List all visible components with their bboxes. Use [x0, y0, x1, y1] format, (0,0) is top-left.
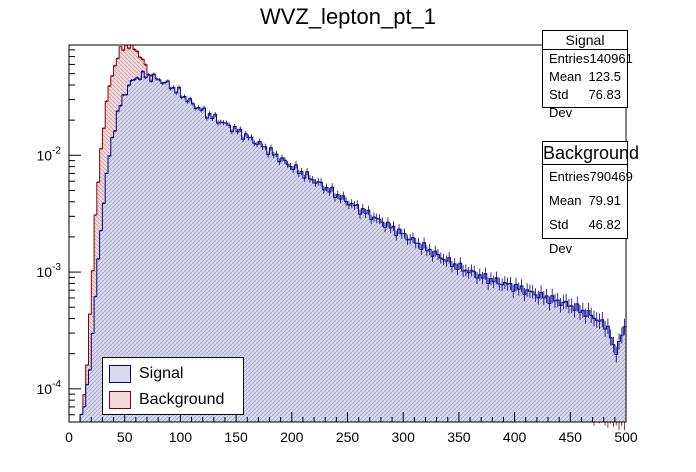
stats-value: 790469	[589, 169, 633, 184]
background-stats-box: Background Entries 790469 Mean 79.91 Std…	[542, 141, 640, 256]
stats-value: 123.5	[588, 69, 621, 84]
stats-label: Entries	[549, 169, 590, 184]
x-tick-label: 150	[224, 429, 248, 445]
stats-label: Mean	[549, 193, 582, 208]
x-tick-label: 50	[117, 429, 133, 445]
stats-label: Std Dev	[549, 217, 573, 256]
series-signal-errorbars	[81, 69, 626, 416]
stats-row-stddev: Std Dev 46.82	[543, 213, 627, 261]
legend-entry-signal: Signal	[109, 363, 183, 385]
legend-label: Signal	[139, 365, 184, 382]
legend-entry-background: Background	[109, 389, 224, 411]
x-tick-label: 300	[392, 429, 416, 445]
x-tick-label: 200	[280, 429, 304, 445]
x-tick-label: 0	[65, 429, 73, 445]
stats-row-entries: Entries 790469	[543, 165, 633, 189]
stats-label: Std Dev	[549, 87, 573, 120]
x-tick-label: 500	[614, 429, 638, 445]
stats-label: Entries	[549, 51, 590, 66]
signal-stats-box: Signal Entries 140961 Mean 123.5 Std Dev…	[542, 30, 633, 120]
legend-label: Background	[139, 391, 225, 408]
x-tick-label: 450	[559, 429, 583, 445]
signal-stats-title: Signal	[543, 31, 627, 50]
stats-label: Mean	[549, 69, 582, 84]
stats-row-mean: Mean 123.5	[543, 68, 627, 86]
x-tick-label: 350	[447, 429, 471, 445]
y-tick-label: 10-4	[37, 379, 62, 397]
stats-value: 79.91	[588, 193, 621, 208]
background-stats-title: Background	[543, 143, 640, 165]
stats-row-entries: Entries 140961	[543, 50, 633, 68]
stats-row-stddev: Std Dev 76.83	[543, 86, 627, 122]
x-tick-label: 250	[336, 429, 360, 445]
x-tick-label: 400	[503, 429, 527, 445]
stats-row-mean: Mean 79.91	[543, 189, 627, 213]
x-tick-label: 100	[169, 429, 193, 445]
chart-title: WVZ_lepton_pt_1	[259, 4, 437, 29]
legend: Signal Background	[102, 357, 244, 415]
legend-swatch-background	[109, 391, 131, 409]
stats-value: 140961	[589, 51, 633, 66]
y-tick-label: 10-2	[37, 145, 62, 163]
legend-swatch-signal	[109, 365, 131, 383]
stats-value: 76.83	[588, 87, 621, 102]
stats-value: 46.82	[588, 217, 621, 232]
y-tick-label: 10-3	[37, 262, 62, 280]
